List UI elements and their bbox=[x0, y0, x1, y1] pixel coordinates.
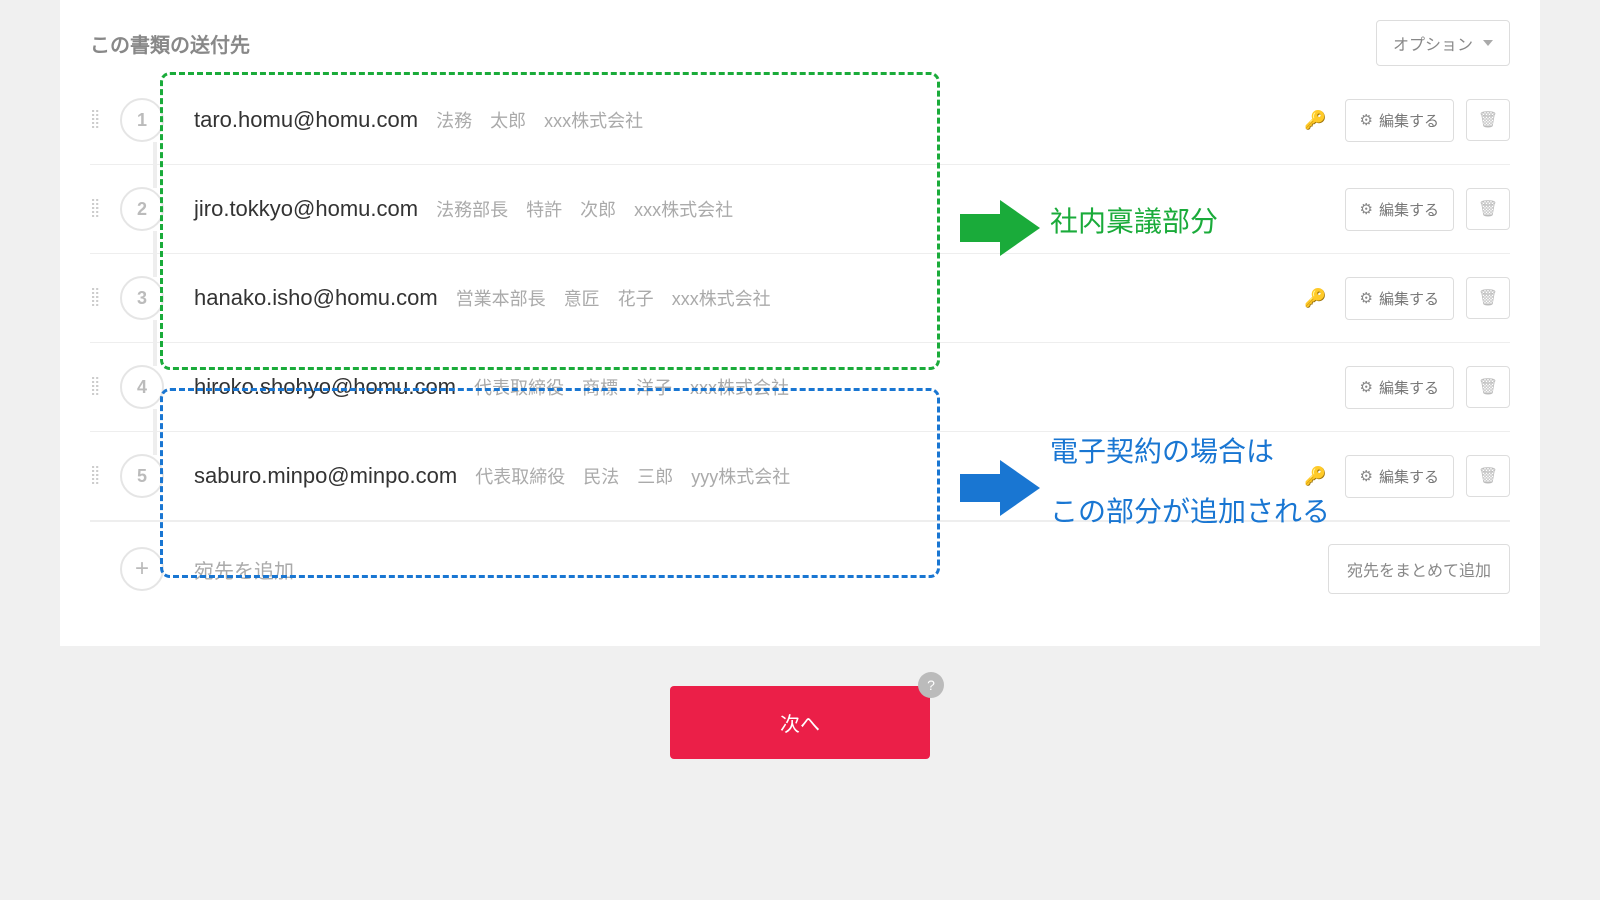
drag-handle-icon[interactable]: ⠿⠿ bbox=[90, 201, 108, 217]
chevron-down-icon bbox=[1483, 40, 1493, 46]
recipients-panel: この書類の送付先 オプション ⠿⠿ 1 taro.homu@homu.com 法… bbox=[60, 0, 1540, 646]
order-badge: 4 bbox=[120, 365, 164, 409]
recipient-role: 代表取締役 bbox=[474, 374, 564, 400]
row-actions: 🔑 ⚙ 編集する 🗑 bbox=[1304, 277, 1510, 320]
delete-button[interactable]: 🗑 bbox=[1466, 455, 1510, 497]
recipient-role: 代表取締役 bbox=[475, 463, 565, 489]
edit-label: 編集する bbox=[1379, 377, 1439, 398]
order-badge: 3 bbox=[120, 276, 164, 320]
edit-label: 編集する bbox=[1379, 288, 1439, 309]
recipient-role: 営業本部長 bbox=[456, 285, 546, 311]
bulk-add-button[interactable]: 宛先をまとめて追加 bbox=[1328, 544, 1510, 594]
delete-button[interactable]: 🗑 bbox=[1466, 99, 1510, 141]
recipient-company: xxx株式会社 bbox=[672, 285, 771, 311]
edit-button[interactable]: ⚙ 編集する bbox=[1345, 366, 1454, 409]
trash-icon: 🗑 bbox=[1478, 199, 1498, 219]
drag-handle-icon[interactable]: ⠿⠿ bbox=[90, 379, 108, 395]
recipient-info: hiroko.shohyo@homu.com 代表取締役 商標 洋子 xxx株式… bbox=[194, 374, 1345, 400]
recipient-row: ⠿⠿ 1 taro.homu@homu.com 法務 太郎 xxx株式会社 🔑 … bbox=[90, 76, 1510, 165]
trash-icon: 🗑 bbox=[1478, 288, 1498, 308]
add-recipient-label[interactable]: 宛先を追加 bbox=[194, 555, 294, 584]
recipient-meta: 営業本部長 意匠 花子 xxx株式会社 bbox=[456, 285, 771, 311]
recipient-role: 法務部長 bbox=[436, 196, 508, 222]
next-button[interactable]: 次へ ? bbox=[670, 686, 930, 759]
recipient-meta: 代表取締役 民法 三郎 yyy株式会社 bbox=[475, 463, 790, 489]
recipient-name: 民法 三郎 bbox=[583, 463, 673, 489]
recipient-email: hiroko.shohyo@homu.com bbox=[194, 374, 456, 400]
options-label: オプション bbox=[1393, 31, 1473, 55]
recipient-meta: 法務部長 特許 次郎 xxx株式会社 bbox=[436, 196, 733, 222]
connector-line bbox=[153, 320, 157, 366]
key-icon: 🔑 bbox=[1304, 110, 1326, 131]
footer: 次へ ? bbox=[0, 646, 1600, 789]
edit-button[interactable]: ⚙ 編集する bbox=[1345, 455, 1454, 498]
connector-line bbox=[153, 142, 157, 188]
order-badge: 2 bbox=[120, 187, 164, 231]
recipient-name: 意匠 花子 bbox=[564, 285, 654, 311]
recipient-row: ⠿⠿ 5 saburo.minpo@minpo.com 代表取締役 民法 三郎 … bbox=[90, 432, 1510, 521]
row-actions: 🔑 ⚙ 編集する 🗑 bbox=[1304, 455, 1510, 498]
page-title: この書類の送付先 bbox=[90, 29, 250, 58]
add-recipient-row: + 宛先を追加 宛先をまとめて追加 bbox=[90, 521, 1510, 616]
edit-button[interactable]: ⚙ 編集する bbox=[1345, 188, 1454, 231]
recipient-row: ⠿⠿ 2 jiro.tokkyo@homu.com 法務部長 特許 次郎 xxx… bbox=[90, 165, 1510, 254]
trash-icon: 🗑 bbox=[1478, 466, 1498, 486]
gear-icon: ⚙ bbox=[1360, 111, 1373, 129]
key-icon: 🔑 bbox=[1304, 288, 1326, 309]
recipient-row: ⠿⠿ 4 hiroko.shohyo@homu.com 代表取締役 商標 洋子 … bbox=[90, 343, 1510, 432]
edit-label: 編集する bbox=[1379, 466, 1439, 487]
delete-button[interactable]: 🗑 bbox=[1466, 188, 1510, 230]
add-recipient-button[interactable]: + bbox=[120, 547, 164, 591]
connector-line bbox=[153, 231, 157, 277]
row-actions: ⚙ 編集する 🗑 bbox=[1345, 366, 1510, 409]
plus-icon: + bbox=[135, 555, 149, 583]
recipients-list: ⠿⠿ 1 taro.homu@homu.com 法務 太郎 xxx株式会社 🔑 … bbox=[60, 76, 1540, 616]
recipient-name: 特許 次郎 bbox=[526, 196, 616, 222]
recipient-company: xxx株式会社 bbox=[634, 196, 733, 222]
recipient-row: ⠿⠿ 3 hanako.isho@homu.com 営業本部長 意匠 花子 xx… bbox=[90, 254, 1510, 343]
header: この書類の送付先 オプション bbox=[60, 0, 1540, 76]
recipient-email: jiro.tokkyo@homu.com bbox=[194, 196, 418, 222]
gear-icon: ⚙ bbox=[1360, 200, 1373, 218]
recipient-email: saburo.minpo@minpo.com bbox=[194, 463, 457, 489]
row-actions: 🔑 ⚙ 編集する 🗑 bbox=[1304, 99, 1510, 142]
gear-icon: ⚙ bbox=[1360, 378, 1373, 396]
delete-button[interactable]: 🗑 bbox=[1466, 277, 1510, 319]
help-badge-icon[interactable]: ? bbox=[918, 672, 944, 698]
recipient-info: saburo.minpo@minpo.com 代表取締役 民法 三郎 yyy株式… bbox=[194, 463, 1304, 489]
options-dropdown[interactable]: オプション bbox=[1376, 20, 1510, 66]
recipient-info: jiro.tokkyo@homu.com 法務部長 特許 次郎 xxx株式会社 bbox=[194, 196, 1345, 222]
recipient-company: yyy株式会社 bbox=[691, 463, 790, 489]
order-badge: 1 bbox=[120, 98, 164, 142]
edit-label: 編集する bbox=[1379, 199, 1439, 220]
drag-handle-icon[interactable]: ⠿⠿ bbox=[90, 468, 108, 484]
connector-line bbox=[153, 409, 157, 455]
recipient-company: xxx株式会社 bbox=[690, 374, 789, 400]
recipient-name: 太郎 bbox=[490, 107, 526, 133]
gear-icon: ⚙ bbox=[1360, 467, 1373, 485]
trash-icon: 🗑 bbox=[1478, 377, 1498, 397]
edit-label: 編集する bbox=[1379, 110, 1439, 131]
order-badge: 5 bbox=[120, 454, 164, 498]
edit-button[interactable]: ⚙ 編集する bbox=[1345, 277, 1454, 320]
recipient-company: xxx株式会社 bbox=[544, 107, 643, 133]
drag-handle-icon[interactable]: ⠿⠿ bbox=[90, 112, 108, 128]
recipient-info: hanako.isho@homu.com 営業本部長 意匠 花子 xxx株式会社 bbox=[194, 285, 1304, 311]
key-icon: 🔑 bbox=[1304, 466, 1326, 487]
gear-icon: ⚙ bbox=[1360, 289, 1373, 307]
recipient-role: 法務 bbox=[436, 107, 472, 133]
delete-button[interactable]: 🗑 bbox=[1466, 366, 1510, 408]
next-label: 次へ bbox=[780, 714, 820, 736]
row-actions: ⚙ 編集する 🗑 bbox=[1345, 188, 1510, 231]
drag-handle-icon[interactable]: ⠿⠿ bbox=[90, 290, 108, 306]
recipient-meta: 代表取締役 商標 洋子 xxx株式会社 bbox=[474, 374, 789, 400]
recipient-info: taro.homu@homu.com 法務 太郎 xxx株式会社 bbox=[194, 107, 1304, 133]
trash-icon: 🗑 bbox=[1478, 110, 1498, 130]
recipient-email: taro.homu@homu.com bbox=[194, 107, 418, 133]
recipient-email: hanako.isho@homu.com bbox=[194, 285, 438, 311]
recipient-meta: 法務 太郎 xxx株式会社 bbox=[436, 107, 643, 133]
recipient-name: 商標 洋子 bbox=[582, 374, 672, 400]
edit-button[interactable]: ⚙ 編集する bbox=[1345, 99, 1454, 142]
